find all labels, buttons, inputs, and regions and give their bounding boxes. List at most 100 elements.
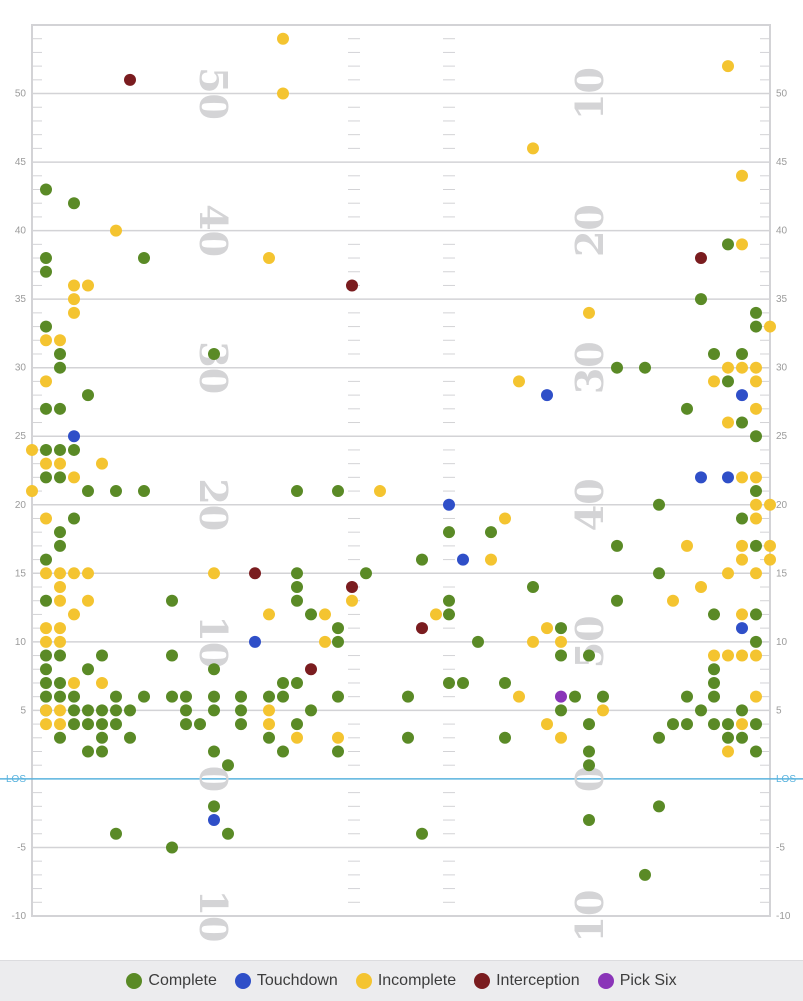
point-complete <box>138 690 150 703</box>
point-complete <box>138 252 150 265</box>
point-incomplete <box>96 676 108 689</box>
point-incomplete <box>722 60 734 73</box>
legend-item-touchdown[interactable]: Touchdown <box>234 972 338 990</box>
point-incomplete <box>736 238 748 251</box>
point-complete <box>68 690 80 703</box>
point-complete <box>708 608 720 621</box>
y-tick-label-left: 40 <box>15 226 27 237</box>
point-complete <box>443 594 455 607</box>
point-incomplete <box>750 402 762 415</box>
point-complete <box>166 690 178 703</box>
point-complete <box>54 471 66 484</box>
y-tick-label-right: 20 <box>776 500 788 511</box>
yard-number-right-label: 10 <box>567 67 612 120</box>
point-complete <box>110 704 122 717</box>
point-incomplete <box>681 539 693 552</box>
point-complete <box>96 649 108 662</box>
legend-item-interception[interactable]: Interception <box>474 972 580 990</box>
point-complete <box>305 704 317 717</box>
point-complete <box>527 581 539 594</box>
point-complete <box>332 635 344 648</box>
point-complete <box>472 635 484 648</box>
chart-legend: Complete Touchdown Incomplete Interception P… <box>0 960 803 1001</box>
point-complete <box>110 718 122 731</box>
y-tick-label-left: 45 <box>15 157 27 168</box>
legend-swatch-incomplete <box>355 973 372 989</box>
point-complete <box>708 663 720 676</box>
point-complete <box>750 635 762 648</box>
point-complete <box>736 512 748 525</box>
y-tick-label-right: 25 <box>776 431 788 442</box>
legend-swatch-complete <box>126 973 143 989</box>
point-incomplete <box>750 471 762 484</box>
point-complete <box>291 567 303 580</box>
point-complete <box>54 402 66 415</box>
point-complete <box>722 731 734 744</box>
point-incomplete <box>527 142 539 155</box>
point-touchdown <box>249 635 261 648</box>
point-complete <box>653 498 665 511</box>
point-complete <box>180 718 192 731</box>
point-complete <box>736 704 748 717</box>
point-complete <box>40 663 52 676</box>
point-incomplete <box>208 567 220 580</box>
point-incomplete <box>736 718 748 731</box>
point-complete <box>695 704 707 717</box>
point-incomplete <box>750 361 762 374</box>
point-complete <box>40 676 52 689</box>
point-complete <box>110 827 122 840</box>
point-incomplete <box>736 361 748 374</box>
point-complete <box>457 676 469 689</box>
point-incomplete <box>736 608 748 621</box>
y-tick-label-left: 10 <box>15 637 27 648</box>
point-complete <box>750 718 762 731</box>
point-incomplete <box>722 745 734 758</box>
point-complete <box>639 868 651 881</box>
point-complete <box>402 731 414 744</box>
y-tick-label-left: 5 <box>20 705 26 716</box>
point-complete <box>208 347 220 360</box>
yard-number-left: 20 <box>191 478 236 531</box>
point-complete <box>68 512 80 525</box>
point-complete <box>443 676 455 689</box>
yard-number-right: 10 <box>567 890 612 943</box>
point-incomplete <box>319 608 331 621</box>
point-complete <box>82 389 94 402</box>
point-complete <box>82 663 94 676</box>
y-tick-label-left: 50 <box>15 89 27 100</box>
point-complete <box>180 704 192 717</box>
legend-item-complete[interactable]: Complete <box>126 972 217 990</box>
y-tick-label-right: 30 <box>776 363 788 374</box>
point-complete <box>54 731 66 744</box>
point-complete <box>96 745 108 758</box>
legend-item-pick-six[interactable]: Pick Six <box>597 972 677 990</box>
point-incomplete <box>736 539 748 552</box>
point-complete <box>332 745 344 758</box>
point-incomplete <box>68 293 80 306</box>
legend-item-incomplete[interactable]: Incomplete <box>355 972 456 990</box>
field-grid <box>0 24 803 917</box>
legend-label-complete: Complete <box>148 972 217 989</box>
point-complete <box>681 718 693 731</box>
point-interception <box>305 663 317 676</box>
point-incomplete <box>527 635 539 648</box>
point-incomplete <box>541 718 553 731</box>
point-interception <box>346 581 358 594</box>
point-incomplete <box>764 553 776 566</box>
yard-number-left: 10 <box>191 890 236 943</box>
point-complete <box>681 402 693 415</box>
point-complete <box>332 622 344 635</box>
point-pick-six <box>555 690 567 703</box>
point-complete <box>750 745 762 758</box>
point-touchdown <box>722 471 734 484</box>
point-incomplete <box>263 252 275 265</box>
y-tick-label-right: 35 <box>776 294 788 305</box>
point-incomplete <box>54 594 66 607</box>
point-incomplete <box>513 375 525 388</box>
point-complete <box>416 553 428 566</box>
y-tick-label-right: LOS <box>776 774 796 785</box>
y-tick-label-left: -10 <box>12 911 27 922</box>
y-tick-label-left: LOS <box>6 774 26 785</box>
point-complete <box>569 690 581 703</box>
point-complete <box>332 485 344 498</box>
